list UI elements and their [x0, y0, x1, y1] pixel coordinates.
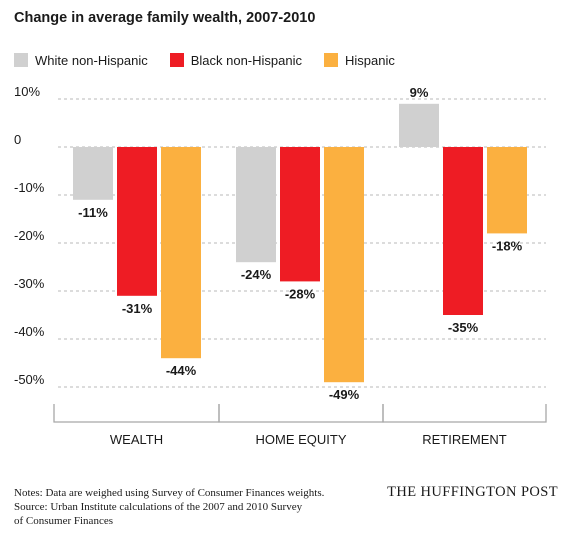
- value-label-wealth-black-non-hispanic: -31%: [122, 301, 153, 316]
- notes-line: Notes: Data are weighed using Survey of …: [14, 487, 325, 499]
- bar-retirement-white-non-hispanic: [399, 103, 439, 147]
- chart-title: Change in average family wealth, 2007-20…: [14, 10, 316, 26]
- bar-retirement-hispanic: [487, 147, 527, 234]
- legend-label-hispanic: Hispanic: [345, 52, 395, 68]
- source-line: Source: Urban Institute calculations of …: [14, 501, 303, 513]
- source-line-continued: of Consumer Finances: [14, 515, 113, 527]
- notes: Notes: Data are weighed using Survey of …: [14, 486, 374, 528]
- legend-swatch-white-non-hispanic: [14, 53, 28, 67]
- bar-chart: 10% 0 -10% -20% -30% -40% -50% -11% -31% -44% -24…: [14, 84, 547, 447]
- bar-wealth-white-non-hispanic: [73, 147, 113, 200]
- y-tick-label: -30%: [14, 276, 45, 291]
- value-label-retirement-black-non-hispanic: -35%: [448, 320, 479, 335]
- value-label-wealth-hispanic: -44%: [166, 363, 197, 378]
- category-label-retirement: RETIREMENT: [422, 432, 507, 447]
- value-labels: -11% -31% -44% -24% -28% -49% 9% -35% -18%: [78, 85, 522, 402]
- legend-swatch-black-non-hispanic: [169, 53, 184, 67]
- category-bracket: [382, 404, 547, 423]
- bar-wealth-black-non-hispanic: [117, 147, 157, 296]
- bars: [73, 103, 527, 383]
- legend-label-black-non-hispanic: Black non-Hispanic: [190, 52, 302, 68]
- category-label-wealth: WEALTH: [110, 432, 163, 447]
- source-logo: THE HUFFINGTON POST: [387, 484, 558, 500]
- value-label-wealth-white-non-hispanic: -11%: [78, 205, 108, 220]
- category-bracket: [53, 404, 220, 423]
- legend-item-white-non-hispanic: White non-Hispanic: [14, 53, 148, 68]
- category-brackets: [53, 404, 547, 423]
- category-labels: WEALTH HOME EQUITY RETIREMENT: [110, 432, 507, 447]
- bar-home-equity-hispanic: [324, 147, 364, 383]
- y-tick-label: -20%: [14, 228, 45, 243]
- legend-swatch-hispanic: [324, 53, 338, 67]
- value-label-home-equity-hispanic: -49%: [329, 387, 360, 402]
- y-tick-label: -50%: [14, 372, 45, 387]
- value-label-home-equity-white-non-hispanic: -24%: [241, 267, 272, 282]
- bar-home-equity-black-non-hispanic: [280, 147, 320, 282]
- legend-label-white-non-hispanic: White non-Hispanic: [35, 52, 148, 68]
- legend-item-hispanic: Hispanic: [324, 53, 395, 68]
- y-tick-label: 10%: [14, 84, 40, 99]
- bar-retirement-black-non-hispanic: [443, 147, 483, 315]
- value-label-home-equity-black-non-hispanic: -28%: [285, 286, 316, 301]
- legend-item-black-non-hispanic: Black non-Hispanic: [169, 52, 302, 68]
- y-tick-label: 0: [14, 132, 21, 147]
- value-label-retirement-hispanic: -18%: [492, 238, 523, 253]
- y-tick-label: -40%: [14, 324, 45, 339]
- bar-home-equity-white-non-hispanic: [236, 147, 276, 263]
- category-bracket: [218, 404, 384, 423]
- category-label-home-equity: HOME EQUITY: [255, 432, 346, 447]
- y-tick-label: -10%: [14, 180, 45, 195]
- y-axis-labels: 10% 0 -10% -20% -30% -40% -50%: [14, 84, 45, 387]
- legend: White non-Hispanic Black non-Hispanic Hi…: [14, 51, 417, 69]
- value-label-retirement-white-non-hispanic: 9%: [410, 85, 429, 100]
- bar-wealth-hispanic: [161, 147, 201, 359]
